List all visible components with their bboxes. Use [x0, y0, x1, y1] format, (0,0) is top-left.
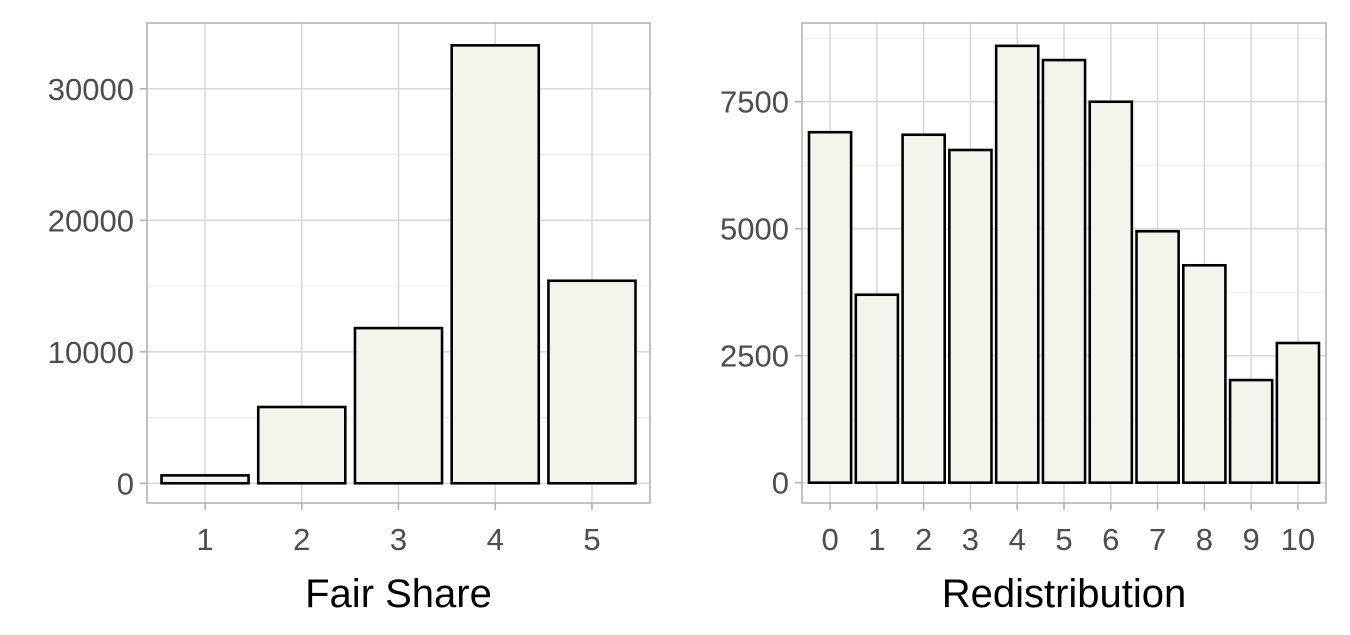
bar-9: [1228, 378, 1274, 484]
y-tick-label: 7500: [720, 85, 789, 120]
bar-5: [547, 279, 637, 485]
x-axis-title: Fair Share: [305, 572, 492, 616]
y-tick-label: 0: [772, 466, 789, 501]
bar-3: [353, 326, 444, 485]
x-tick-label: 4: [487, 522, 504, 557]
bar-10: [1275, 341, 1321, 484]
x-tick-label: 2: [293, 522, 310, 557]
x-tick-label: 3: [962, 522, 979, 557]
x-tick-label: 6: [1102, 522, 1119, 557]
bar-7: [1135, 229, 1180, 484]
y-tick-label: 30000: [48, 72, 134, 107]
x-axis-title: Redistribution: [942, 572, 1187, 616]
x-tick-label: 1: [196, 522, 213, 557]
x-tick-label: 0: [821, 522, 838, 557]
x-tick-label: 8: [1196, 522, 1213, 557]
x-tick-label: 3: [390, 522, 407, 557]
x-tick-label: 4: [1009, 522, 1026, 557]
x-tick-label: 10: [1281, 522, 1315, 557]
y-tick-label: 10000: [48, 335, 134, 370]
bar-1: [160, 474, 250, 485]
x-tick-label: 2: [915, 522, 932, 557]
bar-4: [994, 44, 1040, 484]
bar-3: [948, 148, 993, 484]
x-tick-label: 9: [1243, 522, 1260, 557]
y-tick-label: 5000: [720, 212, 789, 247]
bar-2: [256, 405, 347, 485]
bar-2: [901, 133, 946, 484]
bar-6: [1088, 100, 1134, 484]
x-tick-label: 5: [583, 522, 600, 557]
chart-panel-1: 0 10000 20000 30000 1 2 3 4 5 Fair Share: [48, 22, 651, 616]
x-tick-label: 1: [868, 522, 885, 557]
x-tick-label: 7: [1149, 522, 1166, 557]
bar-0: [807, 130, 853, 484]
bar-8: [1182, 263, 1227, 484]
bar-1: [854, 293, 900, 484]
bar-5: [1041, 58, 1087, 484]
y-tick-label: 0: [117, 466, 134, 501]
y-tick-label: 2500: [720, 339, 789, 374]
y-tick-label: 20000: [48, 203, 134, 238]
x-tick-label: 5: [1055, 522, 1072, 557]
bar-4: [450, 44, 541, 485]
